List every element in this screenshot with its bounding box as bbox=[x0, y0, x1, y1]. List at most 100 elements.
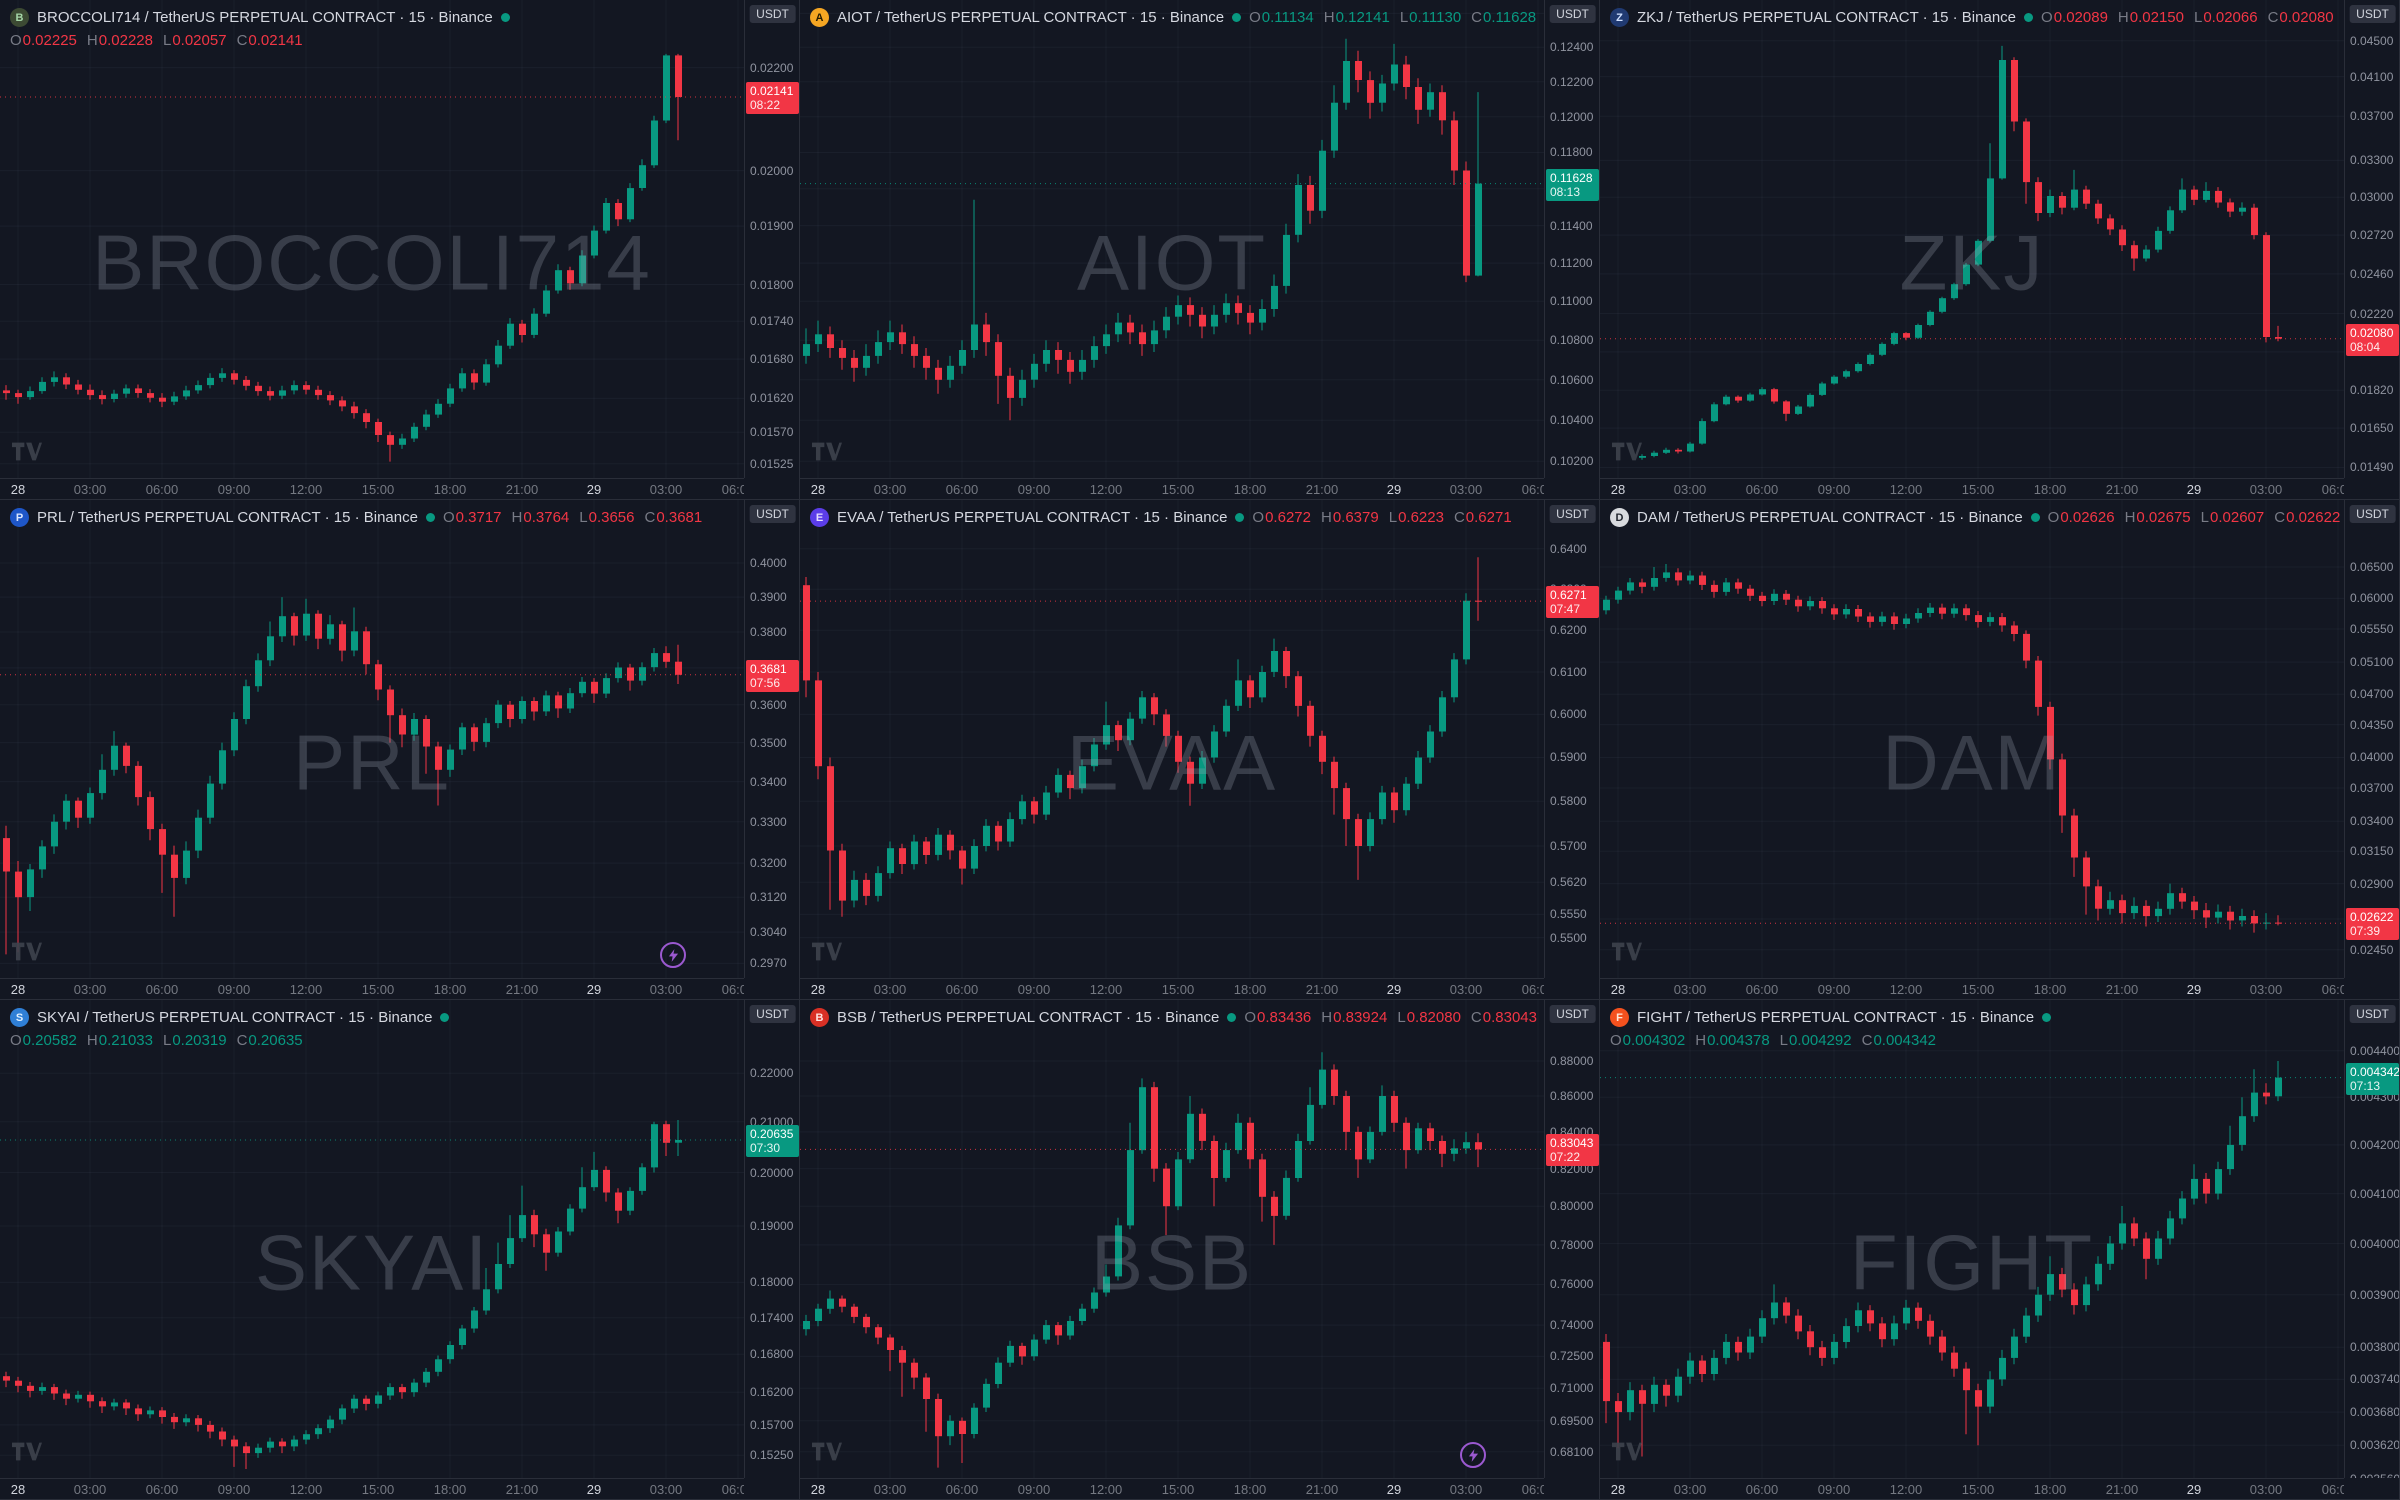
tradingview-logo[interactable] bbox=[812, 942, 842, 966]
chart-title[interactable]: DAM / TetherUS PERPETUAL CONTRACT · 15 ·… bbox=[1637, 509, 2023, 526]
time-axis[interactable]: 28 03:00 06:00 09:00 12:00 15:00 18:00 21:00 29 0… bbox=[0, 478, 744, 499]
ohlc-values: O0.02225 H0.02228 L0.02057 C0.02141 bbox=[10, 32, 744, 49]
time-tick: 15:00 bbox=[1161, 1482, 1195, 1497]
coin-icon[interactable]: B bbox=[810, 1008, 829, 1027]
price-tick: 0.004200 bbox=[2350, 1138, 2400, 1152]
time-tick: 18:00 bbox=[1233, 1482, 1267, 1497]
tradingview-logo[interactable] bbox=[12, 442, 42, 466]
coin-icon[interactable]: P bbox=[10, 508, 29, 527]
currency-badge[interactable]: USDT bbox=[2349, 5, 2396, 23]
coin-icon[interactable]: F bbox=[1610, 1008, 1629, 1027]
time-axis[interactable]: 28 03:00 06:00 09:00 12:00 15:00 18:00 21:00 29 0… bbox=[800, 478, 1544, 499]
currency-badge[interactable]: USDT bbox=[1549, 5, 1596, 23]
ohlc-pair: O0.02225 bbox=[10, 32, 77, 49]
coin-icon[interactable]: B bbox=[10, 8, 29, 27]
chart-pane[interactable]: EVAA E EVAA / TetherUS PERPETUAL CONTRACT … bbox=[800, 500, 1544, 978]
chart-title[interactable]: PRL / TetherUS PERPETUAL CONTRACT · 15 ·… bbox=[37, 509, 418, 526]
tradingview-logo[interactable] bbox=[1612, 942, 1642, 966]
chart-pane[interactable]: BSB B BSB / TetherUS PERPETUAL CONTRACT · … bbox=[800, 1000, 1544, 1478]
ohlc-value: 0.3656 bbox=[588, 509, 635, 526]
currency-badge[interactable]: USDT bbox=[749, 505, 796, 523]
chart-title[interactable]: FIGHT / TetherUS PERPETUAL CONTRACT · 15… bbox=[1637, 1009, 2035, 1026]
time-tick: 03:00 bbox=[73, 482, 107, 497]
coin-icon[interactable]: Z bbox=[1610, 8, 1629, 27]
ohlc-pair: C0.02141 bbox=[237, 32, 303, 49]
currency-badge[interactable]: USDT bbox=[1549, 505, 1596, 523]
ohlc-pair: H0.02675 bbox=[2125, 509, 2191, 526]
ohlc-value: 0.02626 bbox=[2060, 509, 2115, 526]
time-tick: 18:00 bbox=[1233, 982, 1267, 997]
ohlc-pair: L0.02607 bbox=[2201, 509, 2265, 526]
currency-badge[interactable]: USDT bbox=[1549, 1005, 1596, 1023]
price-axis[interactable]: USDT 0.06500 0.06000 0.05550 0.05100 0.04700 0… bbox=[2344, 500, 2399, 978]
time-tick: 03:00 bbox=[873, 1482, 907, 1497]
price-axis[interactable]: USDT 0.04500 0.04100 0.03700 0.03300 0.03000 0… bbox=[2344, 0, 2399, 478]
price-tick: 0.4000 bbox=[750, 556, 787, 570]
coin-icon[interactable]: E bbox=[810, 508, 829, 527]
ohlc-key: L bbox=[2194, 9, 2203, 26]
price-tick: 0.01900 bbox=[750, 219, 794, 233]
tradingview-logo[interactable] bbox=[12, 1442, 42, 1466]
chart-title[interactable]: BROCCOLI714 / TetherUS PERPETUAL CONTRAC… bbox=[37, 9, 493, 26]
chart-pane[interactable]: AIOT A AIOT / TetherUS PERPETUAL CONTRACT … bbox=[800, 0, 1544, 478]
time-tick: 28 bbox=[10, 1482, 26, 1497]
ohlc-pair: O0.3717 bbox=[443, 509, 502, 526]
chart-title[interactable]: SKYAI / TetherUS PERPETUAL CONTRACT · 15… bbox=[37, 1009, 433, 1026]
price-axis[interactable]: USDT 0.88000 0.86000 0.84000 0.82000 0.80000 0… bbox=[1544, 1000, 1599, 1478]
price-axis[interactable]: USDT 0.22000 0.21000 0.20000 0.19000 0.18000 0… bbox=[744, 1000, 799, 1478]
price-axis[interactable]: USDT 0.02200 0.02000 0.01900 0.01800 0.01740 0… bbox=[744, 0, 799, 478]
chart-pane[interactable]: PRL P PRL / TetherUS PERPETUAL CONTRACT · … bbox=[0, 500, 744, 978]
chart-pane[interactable]: DAM D DAM / TetherUS PERPETUAL CONTRACT · … bbox=[1600, 500, 2344, 978]
tradingview-logo[interactable] bbox=[1612, 442, 1642, 466]
coin-icon[interactable]: A bbox=[810, 8, 829, 27]
price-axis[interactable]: USDT0.126000.124000.122000.120000.118000… bbox=[1544, 0, 1599, 478]
time-axis[interactable]: 28 03:00 06:00 09:00 12:00 15:00 18:00 21:00 29 0… bbox=[800, 1478, 1544, 1499]
time-tick: 03:00 bbox=[1673, 982, 1707, 997]
tradingview-logo[interactable] bbox=[1612, 1442, 1642, 1466]
time-axis[interactable]: 28 03:00 06:00 09:00 12:00 15:00 18:00 21:00 29 0… bbox=[0, 978, 744, 999]
time-tick: 29 bbox=[2186, 482, 2202, 497]
time-tick: 12:00 bbox=[1089, 982, 1123, 997]
chart-pane[interactable]: ZKJ Z ZKJ / TetherUS PERPETUAL CONTRACT · … bbox=[1600, 0, 2344, 478]
price-axis[interactable]: USDT0.40000.39000.38000.37000.36000.3500… bbox=[744, 500, 799, 978]
time-tick: 09:00 bbox=[217, 1482, 251, 1497]
time-tick: 03:00 bbox=[1449, 1482, 1483, 1497]
ohlc-pair: O0.83436 bbox=[1244, 1009, 1311, 1026]
currency-badge[interactable]: USDT bbox=[2349, 505, 2396, 523]
ohlc-key: H bbox=[2124, 509, 2136, 526]
ohlc-pair: O0.02089 bbox=[2041, 9, 2108, 26]
current-price-label: 0.11628 08:13 bbox=[1546, 169, 1599, 201]
tradingview-logo[interactable] bbox=[812, 1442, 842, 1466]
time-axis[interactable]: 28 03:00 06:00 09:00 12:00 15:00 18:00 21:00 29 0… bbox=[0, 1478, 744, 1499]
tradingview-logo[interactable] bbox=[12, 942, 42, 966]
time-tick: 28 bbox=[1610, 482, 1626, 497]
price-tick: 0.05100 bbox=[2350, 655, 2394, 669]
coin-icon[interactable]: D bbox=[1610, 508, 1629, 527]
time-axis[interactable]: 28 03:00 06:00 09:00 12:00 15:00 18:00 21:00 29 0… bbox=[800, 978, 1544, 999]
chart-title[interactable]: AIOT / TetherUS PERPETUAL CONTRACT · 15 … bbox=[837, 9, 1225, 26]
time-axis[interactable]: 28 03:00 06:00 09:00 12:00 15:00 18:00 21:00 29 0… bbox=[1600, 1478, 2344, 1499]
tradingview-logo[interactable] bbox=[812, 442, 842, 466]
currency-badge[interactable]: USDT bbox=[2349, 1005, 2396, 1023]
chart-pane[interactable]: BROCCOLI714 B BROCCOLI714 / TetherUS PERPE… bbox=[0, 0, 744, 478]
chart-title[interactable]: ZKJ / TetherUS PERPETUAL CONTRACT · 15 ·… bbox=[1637, 9, 2017, 26]
ohlc-key: H bbox=[511, 509, 523, 526]
time-tick: 09:00 bbox=[1017, 482, 1051, 497]
currency-badge[interactable]: USDT bbox=[749, 1005, 796, 1023]
coin-icon[interactable]: S bbox=[10, 1008, 29, 1027]
ohlc-key: H bbox=[1320, 509, 1332, 526]
price-tick: 0.72500 bbox=[1550, 1349, 1594, 1363]
price-tick: 0.02460 bbox=[2350, 267, 2394, 281]
currency-badge[interactable]: USDT bbox=[749, 5, 796, 23]
price-axis[interactable]: USDT 0.004400 0.004300 0.004200 0.004100 0.00… bbox=[2344, 1000, 2400, 1478]
time-axis[interactable]: 28 03:00 06:00 09:00 12:00 15:00 18:00 21:00 29 0… bbox=[1600, 478, 2344, 499]
chart-pane[interactable]: SKYAI S SKYAI / TetherUS PERPETUAL CONTRAC… bbox=[0, 1000, 744, 1478]
chart-pane[interactable]: FIGHT F FIGHT / TetherUS PERPETUAL CONTRAC… bbox=[1600, 1000, 2344, 1478]
chart-title[interactable]: BSB / TetherUS PERPETUAL CONTRACT · 15 ·… bbox=[837, 1009, 1220, 1026]
chart-title[interactable]: EVAA / TetherUS PERPETUAL CONTRACT · 15 … bbox=[837, 509, 1228, 526]
price-axis[interactable]: USDT0.64000.63000.62000.61000.60000.5900… bbox=[1544, 500, 1599, 978]
ohlc-value: 0.02675 bbox=[2136, 509, 2191, 526]
ohlc-value: 0.20319 bbox=[172, 1032, 227, 1049]
time-axis[interactable]: 28 03:00 06:00 09:00 12:00 15:00 18:00 21:00 29 0… bbox=[1600, 978, 2344, 999]
price-label-value: 0.004342 bbox=[2350, 1065, 2400, 1079]
